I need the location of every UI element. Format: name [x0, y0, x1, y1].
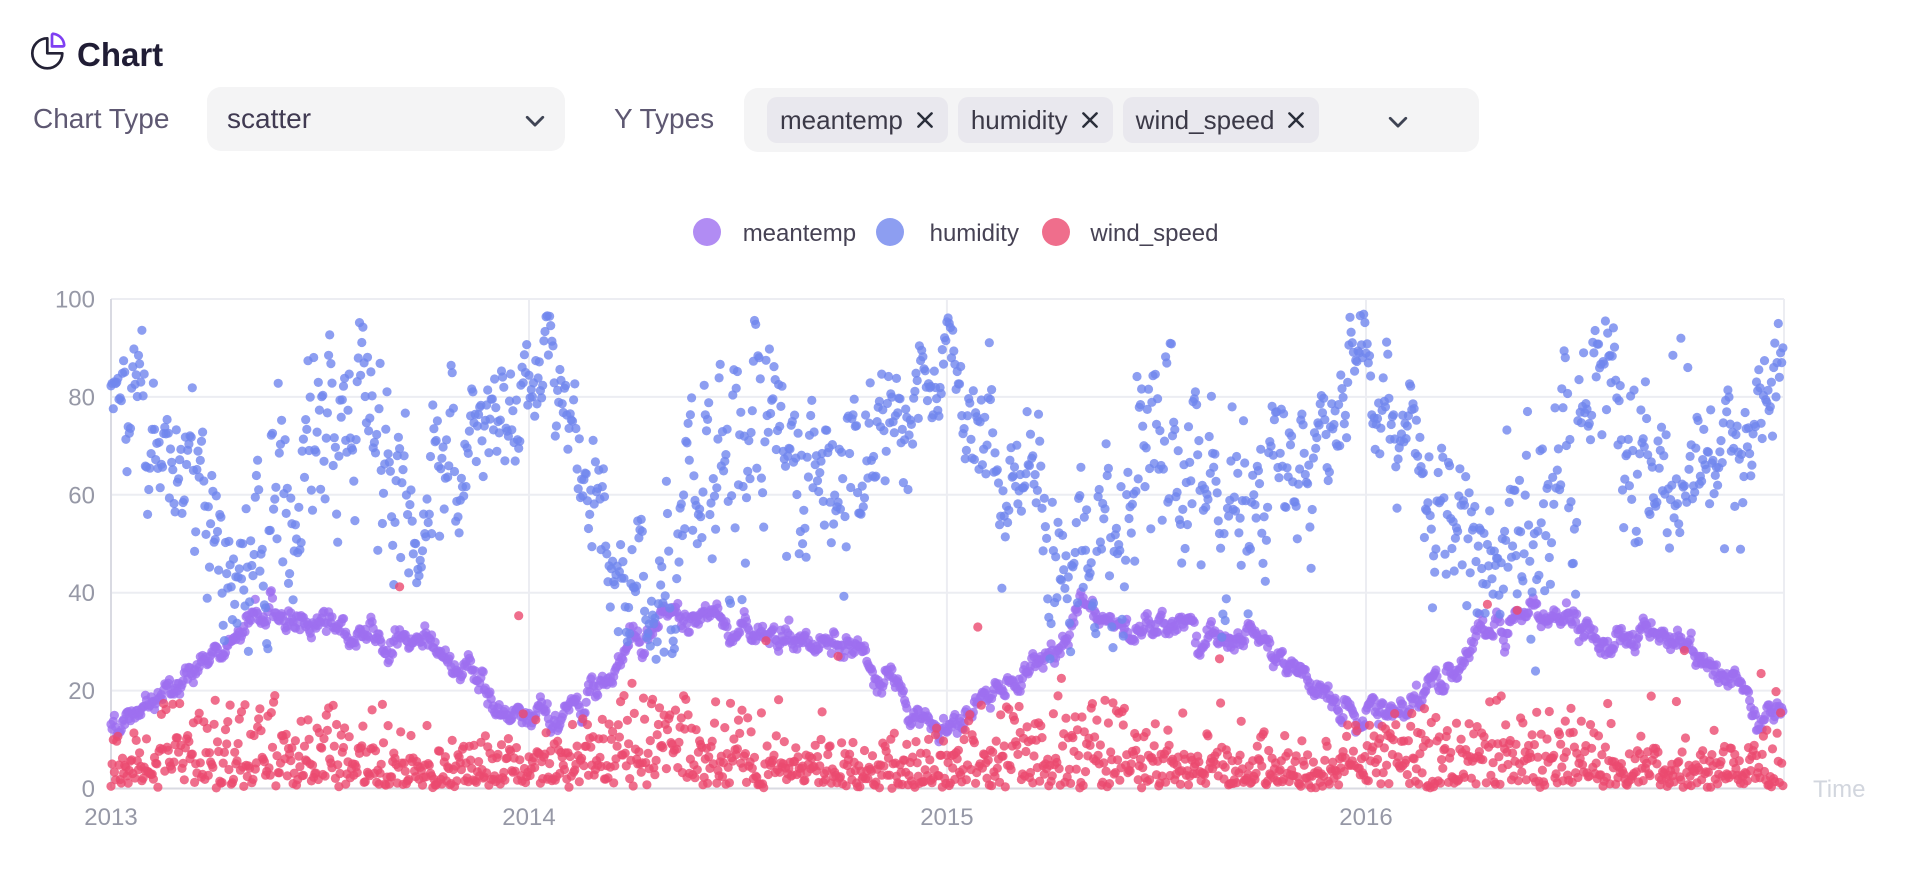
svg-text:2015: 2015	[920, 804, 973, 831]
svg-text:2016: 2016	[1339, 804, 1392, 831]
svg-text:20: 20	[68, 678, 95, 705]
svg-text:60: 60	[68, 482, 95, 509]
svg-text:2013: 2013	[84, 804, 137, 831]
svg-text:100: 100	[55, 287, 95, 314]
svg-text:40: 40	[68, 580, 95, 607]
svg-text:Time: Time	[1813, 776, 1865, 803]
svg-text:0: 0	[82, 776, 95, 803]
svg-text:80: 80	[68, 384, 95, 411]
svg-text:2014: 2014	[502, 804, 555, 831]
